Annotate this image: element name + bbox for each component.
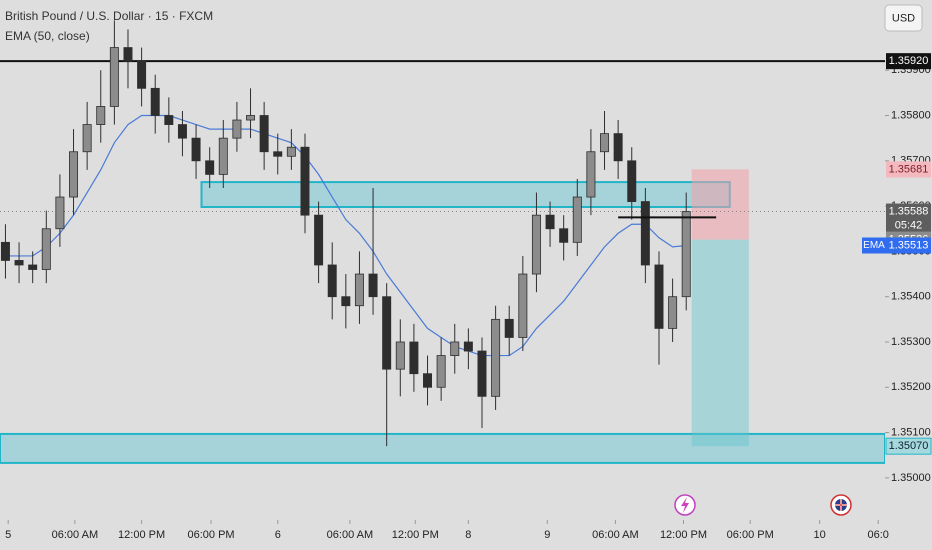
- candle-body: [273, 151, 283, 157]
- candle-body: [69, 151, 79, 198]
- candle-body: [423, 373, 433, 388]
- x-tick-label: 9: [544, 529, 550, 541]
- x-tick-label: 10: [814, 529, 826, 541]
- candle-body: [613, 133, 623, 162]
- candle-body: [41, 228, 51, 270]
- candle-body: [450, 341, 460, 356]
- candle-body: [504, 318, 514, 338]
- y-tick-label: 1.35400: [891, 291, 931, 303]
- candle-body: [314, 214, 324, 266]
- candle-body: [246, 115, 256, 121]
- chart-title: British Pound / U.S. Dollar · 15 · FXCM: [5, 9, 213, 23]
- currency-button[interactable]: [884, 4, 923, 32]
- y-tick-label: 1.35300: [891, 336, 931, 348]
- candle-body: [218, 137, 228, 175]
- candle-body: [191, 137, 201, 162]
- candle-body: [491, 318, 501, 397]
- upper-zone: [200, 181, 731, 209]
- candle-body: [409, 341, 419, 375]
- horizontal-line-price-box: [886, 53, 931, 70]
- current-price-label: 1.35588: [889, 205, 929, 217]
- candle-body: [627, 160, 637, 202]
- stop-area: [691, 169, 749, 240]
- candle-body: [259, 115, 269, 153]
- candle-body: [600, 133, 610, 153]
- flag-icon[interactable]: [830, 494, 852, 516]
- y-tick-label: 1.35000: [891, 472, 931, 484]
- candle-body: [572, 196, 582, 243]
- candle-body: [668, 296, 678, 329]
- candle-body: [55, 196, 65, 230]
- x-tick-label: 06:00 AM: [592, 529, 638, 541]
- candle-body: [654, 264, 664, 329]
- x-tick-label: 06:0: [867, 529, 888, 541]
- current-price-box: [886, 203, 931, 234]
- candle-body: [586, 151, 596, 198]
- target-area: [691, 239, 749, 447]
- x-tick-label: 12:00 PM: [118, 529, 165, 541]
- candle-body: [205, 160, 215, 175]
- event-icon[interactable]: [674, 494, 696, 516]
- x-tick-label: 06:00 PM: [187, 529, 234, 541]
- ema-price-box: [886, 237, 931, 254]
- x-tick-label: 06:00 AM: [52, 529, 98, 541]
- y-tick-label: 1.35100: [891, 426, 931, 438]
- candle-body: [0, 241, 10, 261]
- candle-body: [341, 296, 351, 307]
- y-tick-label: 1.35800: [891, 109, 931, 121]
- candle-body: [368, 273, 378, 298]
- ema-price-label: 1.35513: [889, 239, 929, 251]
- candle-body: [395, 341, 405, 370]
- candle-body: [123, 47, 133, 62]
- candle-body: [82, 124, 92, 153]
- x-tick-label: 6: [275, 529, 281, 541]
- current-price-countdown: 05:42: [895, 219, 923, 231]
- candle-body: [436, 355, 446, 388]
- x-tick-label: 06:00 PM: [727, 529, 774, 541]
- x-tick-label: 8: [465, 529, 471, 541]
- candle-body: [382, 296, 392, 370]
- candle-body: [463, 341, 473, 352]
- price-axis: 1.35000 1.35100 1.35200 1.35300 1.35400 1.355…: [862, 53, 932, 484]
- candle-body: [559, 228, 569, 243]
- candle-body: [327, 264, 337, 298]
- candle-body: [28, 264, 38, 270]
- candle-body: [232, 119, 242, 139]
- candle-body: [286, 146, 296, 157]
- candle-body: [137, 60, 147, 89]
- target-price-box: [885, 437, 932, 455]
- target-price-label: 1.35070: [889, 440, 929, 452]
- horizontal-line-price-label: 1.35920: [889, 55, 929, 67]
- candle-body: [150, 87, 160, 116]
- candle-body: [164, 115, 174, 125]
- plot-area: [0, 20, 885, 464]
- x-tick-label: 12:00 PM: [392, 529, 439, 541]
- ema-line: [5, 114, 687, 357]
- ema-name-box: [862, 237, 886, 254]
- x-tick-label: 12:00 PM: [660, 529, 707, 541]
- candle-body: [354, 273, 364, 307]
- candle-body: [96, 106, 106, 125]
- stop-price-box: [886, 161, 931, 178]
- y-tick-label: 1.35200: [891, 381, 931, 393]
- stop-price-label: 1.35681: [889, 163, 929, 175]
- candle-body: [177, 124, 187, 139]
- candle-body: [477, 350, 487, 397]
- currency-label: USD: [892, 12, 915, 24]
- ema-name: EMA: [863, 240, 885, 251]
- indicator-label: EMA (50, close): [5, 29, 90, 43]
- candle-body: [300, 146, 310, 216]
- x-tick-label: 5: [5, 529, 11, 541]
- x-tick-label: 06:00 AM: [327, 529, 373, 541]
- lower-zone: [0, 432, 885, 464]
- candle-body: [681, 211, 691, 298]
- candle-body: [640, 201, 650, 266]
- candle-body: [531, 214, 541, 275]
- candle-body: [109, 47, 119, 107]
- candle-body: [518, 273, 528, 338]
- candle-body: [545, 214, 555, 230]
- candle-body: [14, 260, 24, 266]
